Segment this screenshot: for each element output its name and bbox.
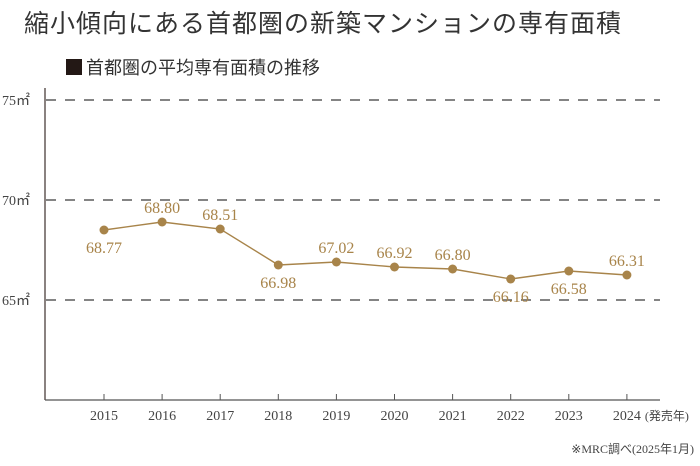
y-tick-label: 70㎡ bbox=[2, 193, 30, 209]
x-tick-label: 2020 bbox=[381, 409, 409, 424]
data-label: 68.51 bbox=[202, 207, 238, 224]
subtitle-text: 首都圏の平均専有面積の推移 bbox=[86, 58, 320, 79]
x-tick-label: 2024 bbox=[613, 409, 641, 424]
data-point bbox=[99, 225, 109, 235]
source-note: ※MRC調べ(2025年1月) bbox=[571, 442, 694, 456]
data-point bbox=[331, 257, 341, 267]
data-label: 66.58 bbox=[551, 281, 587, 298]
chart-subtitle: 首都圏の平均専有面積の推移 bbox=[66, 54, 320, 80]
x-tick-label: 2018 bbox=[264, 409, 292, 424]
x-axis-unit: (発売年) bbox=[645, 408, 689, 423]
chart-title: 縮小傾向にある首都圏の新築マンションの専有面積 bbox=[24, 9, 623, 38]
x-tick-label: 2015 bbox=[90, 409, 118, 424]
data-label: 66.80 bbox=[435, 247, 471, 264]
data-point bbox=[506, 274, 516, 284]
data-label: 66.31 bbox=[609, 253, 645, 270]
y-tick-label: 65㎡ bbox=[2, 293, 30, 309]
data-label: 66.98 bbox=[260, 275, 296, 292]
data-point bbox=[273, 260, 283, 270]
data-point bbox=[215, 224, 225, 234]
x-tick-label: 2016 bbox=[148, 409, 176, 424]
x-tick-label: 2023 bbox=[555, 409, 583, 424]
data-point bbox=[622, 270, 632, 280]
data-label: 68.80 bbox=[144, 200, 180, 217]
data-point bbox=[448, 264, 458, 274]
data-line bbox=[103, 221, 627, 280]
x-tick-label: 2022 bbox=[497, 409, 525, 424]
data-label: 68.77 bbox=[86, 240, 122, 257]
y-tick-label: 75㎡ bbox=[2, 93, 30, 109]
data-label: 66.16 bbox=[493, 289, 529, 306]
x-tick-label: 2021 bbox=[439, 409, 467, 424]
data-point bbox=[390, 262, 399, 272]
square-bullet-icon bbox=[66, 59, 82, 75]
data-label: 66.92 bbox=[377, 245, 413, 262]
data-point bbox=[564, 266, 574, 276]
data-label: 67.02 bbox=[318, 240, 354, 257]
x-tick-label: 2017 bbox=[206, 409, 234, 424]
x-tick-label: 2019 bbox=[322, 409, 350, 424]
data-point bbox=[157, 217, 167, 227]
